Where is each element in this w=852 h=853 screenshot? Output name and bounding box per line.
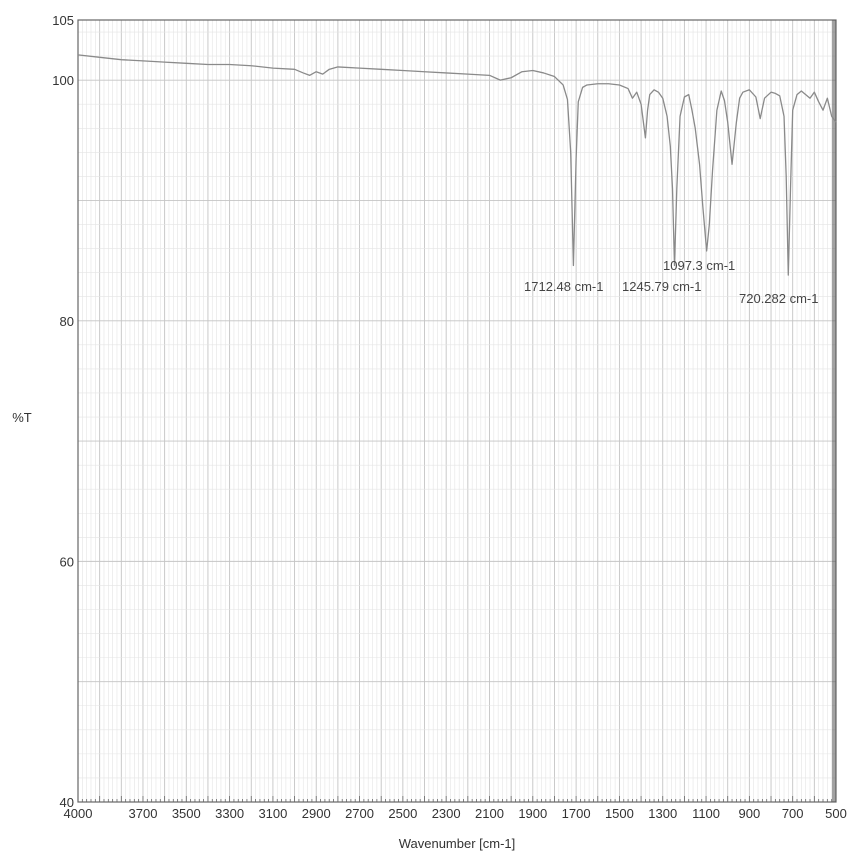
y-tick-label: 105 <box>52 13 74 28</box>
y-tick-label: 80 <box>60 314 74 329</box>
x-tick-label: 1700 <box>562 806 591 821</box>
y-tick-label: 100 <box>52 73 74 88</box>
x-tick-label: 2100 <box>475 806 504 821</box>
x-tick-label: 2500 <box>388 806 417 821</box>
peak-label: 1245.79 cm-1 <box>622 279 702 294</box>
peak-label: 720.282 cm-1 <box>739 291 819 306</box>
tick-labels: 4000 3700 3500 3300 3100 2900 2700 2500 2300 2100… <box>52 13 847 821</box>
x-tick-label: 3300 <box>215 806 244 821</box>
y-tick-label: 60 <box>60 554 74 569</box>
x-tick-label: 1900 <box>518 806 547 821</box>
x-tick-label: 1300 <box>648 806 677 821</box>
plot-right-edge-band <box>832 20 836 802</box>
y-axis-label: %T <box>12 410 32 425</box>
x-tick-label: 4000 <box>64 806 93 821</box>
x-tick-label: 2700 <box>345 806 374 821</box>
x-axis-label: Wavenumber [cm-1] <box>399 836 516 851</box>
peak-label: 1712.48 cm-1 <box>524 279 604 294</box>
grid <box>77 20 837 803</box>
x-tick-label: 900 <box>739 806 761 821</box>
series-layer <box>77 54 837 276</box>
x-tick-label: 1100 <box>692 806 720 821</box>
peak-annotations: 1712.48 cm-1 1245.79 cm-1 1097.3 cm-1 720.2… <box>524 258 819 306</box>
x-tick-label: 2300 <box>432 806 461 821</box>
spectrum-series-line <box>77 54 837 276</box>
x-tick-label: 700 <box>782 806 804 821</box>
x-tick-label: 3500 <box>172 806 201 821</box>
x-tick-label: 1500 <box>605 806 634 821</box>
x-tick-label: 500 <box>825 806 847 821</box>
peak-label: 1097.3 cm-1 <box>663 258 735 273</box>
plot-frame <box>77 19 837 803</box>
x-tick-label: 2900 <box>302 806 331 821</box>
y-tick-label: 40 <box>60 795 74 810</box>
plot-border <box>77 19 837 803</box>
x-tick-label: 3700 <box>129 806 158 821</box>
x-tick-label: 3100 <box>258 806 287 821</box>
